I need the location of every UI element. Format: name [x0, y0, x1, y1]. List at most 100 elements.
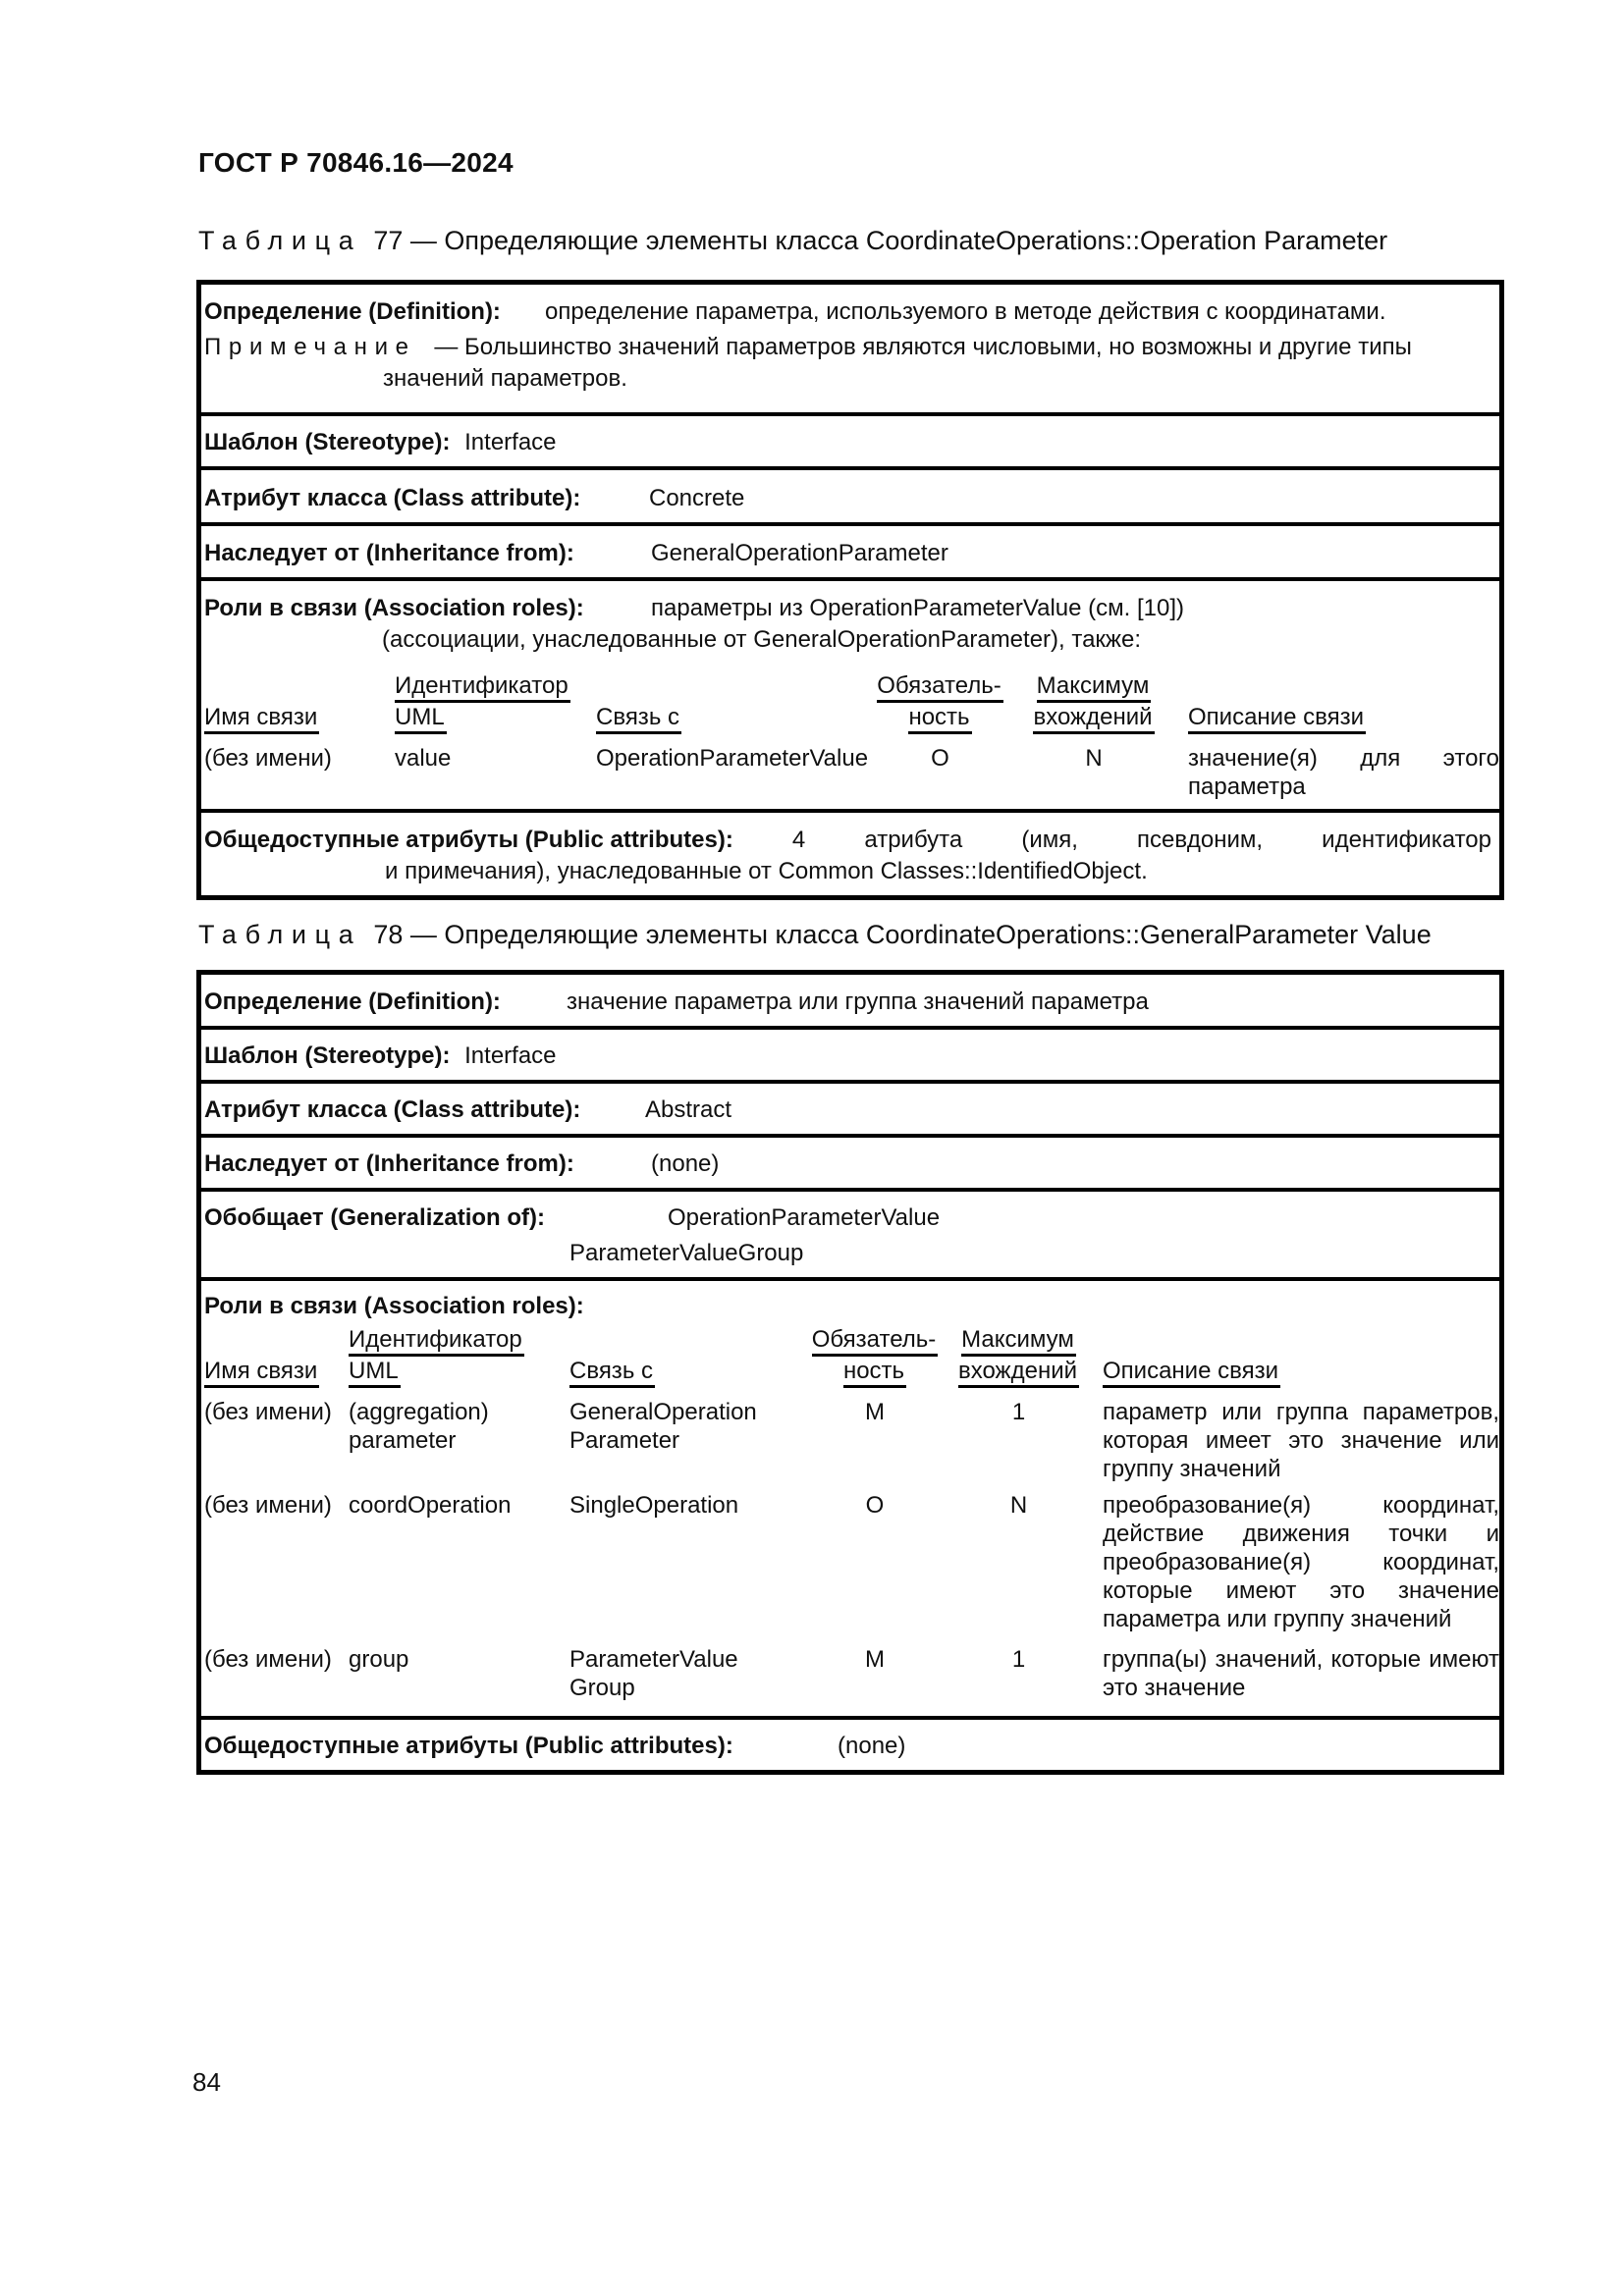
cell-uml: value [395, 745, 452, 772]
inheritance-value: (none) [651, 1150, 720, 1177]
cell-link: ParameterValue Group [569, 1646, 738, 1701]
inheritance-label: Наследует от (Inheritance from): [204, 540, 574, 566]
header-link-label: Связь с [596, 705, 681, 734]
table77-association-row: Роли в связи (Association roles): параме… [201, 577, 1499, 809]
table78-caption-word: Таблица [198, 920, 362, 949]
cell-link: GeneralOperation Parameter [569, 1399, 757, 1454]
class-attribute-line: Атрибут класса (Class attribute): Abstra… [204, 1095, 1493, 1126]
table78-definition-row: Определение (Definition): значение парам… [201, 975, 1499, 1026]
stereotype-value: Interface [464, 429, 557, 455]
table77-stereotype-row: Шаблон (Stereotype): Interface [201, 412, 1499, 466]
association-subtable-header: Имя связи Идентификатор UML Связь с Обяз… [204, 1325, 1493, 1388]
table78-inheritance-row: Наследует от (Inheritance from): (none) [201, 1134, 1499, 1188]
header-description-label: Описание связи [1103, 1359, 1280, 1388]
association-label: Роли в связи (Association roles): [204, 1293, 584, 1319]
header-max-line1: Максимум [961, 1327, 1076, 1357]
table78-caption: Таблица 78 — Определяющие элементы класса… [198, 920, 1432, 949]
definition-line: Определение (Definition): значение парам… [204, 987, 1493, 1018]
class-attribute-line: Атрибут класса (Class attribute): Concre… [204, 483, 1493, 514]
class-attribute-value: Abstract [645, 1096, 732, 1123]
note-text: — Большинство значений параметров являют… [434, 334, 1412, 360]
association-table-row: (без имени) group ParameterValue Group M… [204, 1645, 1499, 1702]
header-col-mandatory: Обязатель- ность [877, 671, 1003, 734]
generalization-line: Обобщает (Generalization of): OperationP… [204, 1202, 1493, 1234]
header-col-link: Связь с [596, 671, 881, 734]
cell-description: преобразование(я) координат, действие дв… [1103, 1492, 1499, 1632]
page-number: 84 [192, 2067, 221, 2097]
header-uml-line2: UML [395, 705, 447, 734]
table78-stereotype-row: Шаблон (Stereotype): Interface [201, 1026, 1499, 1080]
public-attributes-word: 4 [791, 827, 806, 853]
association-table-row: (без имени) coordOperation SingleOperati… [204, 1491, 1499, 1633]
header-name-label: Имя связи [204, 705, 320, 734]
cell-max: N [1009, 1492, 1028, 1519]
definition-label: Определение (Definition): [204, 988, 501, 1015]
inheritance-value: GeneralOperationParameter [651, 540, 948, 566]
header-mandatory-line1: Обязатель- [811, 1327, 939, 1357]
stereotype-value: Interface [464, 1042, 557, 1069]
public-attributes-line: Общедоступные атрибуты (Public attribute… [204, 825, 1493, 856]
cell-link: OperationParameterValue [596, 745, 869, 772]
generalization-label: Обобщает (Generalization of): [204, 1204, 545, 1231]
stereotype-line: Шаблон (Stereotype): Interface [204, 1041, 1493, 1072]
generalization-value-line2: ParameterValueGroup [569, 1240, 804, 1266]
cell-max: N [1085, 745, 1103, 772]
header-uml-line1: Идентификатор [395, 673, 570, 703]
table77-inheritance-row: Наследует от (Inheritance from): General… [201, 522, 1499, 577]
class-attribute-label: Атрибут класса (Class attribute): [204, 485, 581, 511]
cell-uml: (aggregation) parameter [349, 1399, 489, 1454]
table77-definition-row: Определение (Definition): определение па… [201, 285, 1499, 412]
header-link-label: Связь с [569, 1359, 655, 1388]
inheritance-label: Наследует от (Inheritance from): [204, 1150, 574, 1177]
public-attributes-label: Общедоступные атрибуты (Public attribute… [204, 1733, 733, 1759]
header-max-line2: вхождений [1033, 705, 1155, 734]
header-name-label: Имя связи [204, 1359, 320, 1388]
public-attributes-line: Общедоступные атрибуты (Public attribute… [204, 1731, 1493, 1762]
header-col-max: Максимум вхождений [935, 1325, 1103, 1388]
cell-description: группа(ы) значений, которые имеют это зн… [1103, 1646, 1499, 1701]
header-col-mandatory: Обязатель- ность [811, 1325, 939, 1388]
stereotype-label: Шаблон (Stereotype): [204, 1042, 451, 1069]
cell-mandatory: M [865, 1646, 885, 1673]
cell-name: (без имени) [204, 1492, 332, 1519]
public-attributes-value: (none) [838, 1733, 906, 1759]
header-mandatory-line2: ность [842, 1359, 907, 1388]
cell-mandatory: M [865, 1399, 885, 1425]
cell-uml: coordOperation [349, 1492, 512, 1519]
table78-class-attribute-row: Атрибут класса (Class attribute): Abstra… [201, 1080, 1499, 1134]
table77-caption-text: 77 — Определяющие элементы класса Coordi… [373, 226, 1388, 255]
header-mandatory-line2: ность [908, 705, 972, 734]
public-attributes-word: (имя, [1021, 827, 1078, 853]
cell-mandatory: O [865, 1492, 885, 1519]
header-mandatory-line1: Обязатель- [877, 673, 1003, 703]
note-continuation: значений параметров. [383, 365, 627, 392]
header-max-line2: вхождений [957, 1359, 1080, 1388]
cell-name: (без имени) [204, 1399, 332, 1425]
definition-value: определение параметра, используемого в м… [545, 298, 1386, 325]
association-line: Роли в связи (Association roles): параме… [204, 593, 1493, 624]
header-uml-line1: Идентификатор [349, 1327, 524, 1357]
association-value: параметры из OperationParameterValue (см… [651, 595, 1184, 621]
association-subtable-header: Имя связи Идентификатор UML Связь с Обяз… [204, 671, 1493, 734]
table77-caption-word: Таблица [198, 226, 362, 255]
association-label: Роли в связи (Association roles): [204, 595, 584, 621]
association-table-row: (без имени) (aggregation) parameter Gene… [204, 1398, 1499, 1483]
cell-max: 1 [1011, 1646, 1026, 1673]
header-uml-line2: UML [349, 1359, 401, 1388]
association-line: Роли в связи (Association roles): [204, 1291, 1493, 1322]
public-attributes-continuation: и примечания), унаследованные от Common … [385, 858, 1148, 884]
table78-public-attributes-row: Общедоступные атрибуты (Public attribute… [201, 1716, 1499, 1770]
cell-description: значение(я) для этого параметра [1188, 745, 1499, 800]
header-col-max: Максимум вхождений [1000, 671, 1188, 734]
inheritance-line: Наследует от (Inheritance from): (none) [204, 1148, 1493, 1180]
table77-class-attribute-row: Атрибут класса (Class attribute): Concre… [201, 466, 1499, 522]
definition-line: Определение (Definition): определение па… [204, 296, 1493, 328]
header-col-description: Описание связи [1188, 671, 1499, 734]
generalization-value: OperationParameterValue [668, 1204, 941, 1231]
table78-generalization-row: Обобщает (Generalization of): OperationP… [201, 1188, 1499, 1277]
header-max-line1: Максимум [1036, 673, 1152, 703]
cell-mandatory: O [931, 745, 949, 772]
cell-max: 1 [1011, 1399, 1026, 1425]
header-description-label: Описание связи [1188, 705, 1366, 734]
